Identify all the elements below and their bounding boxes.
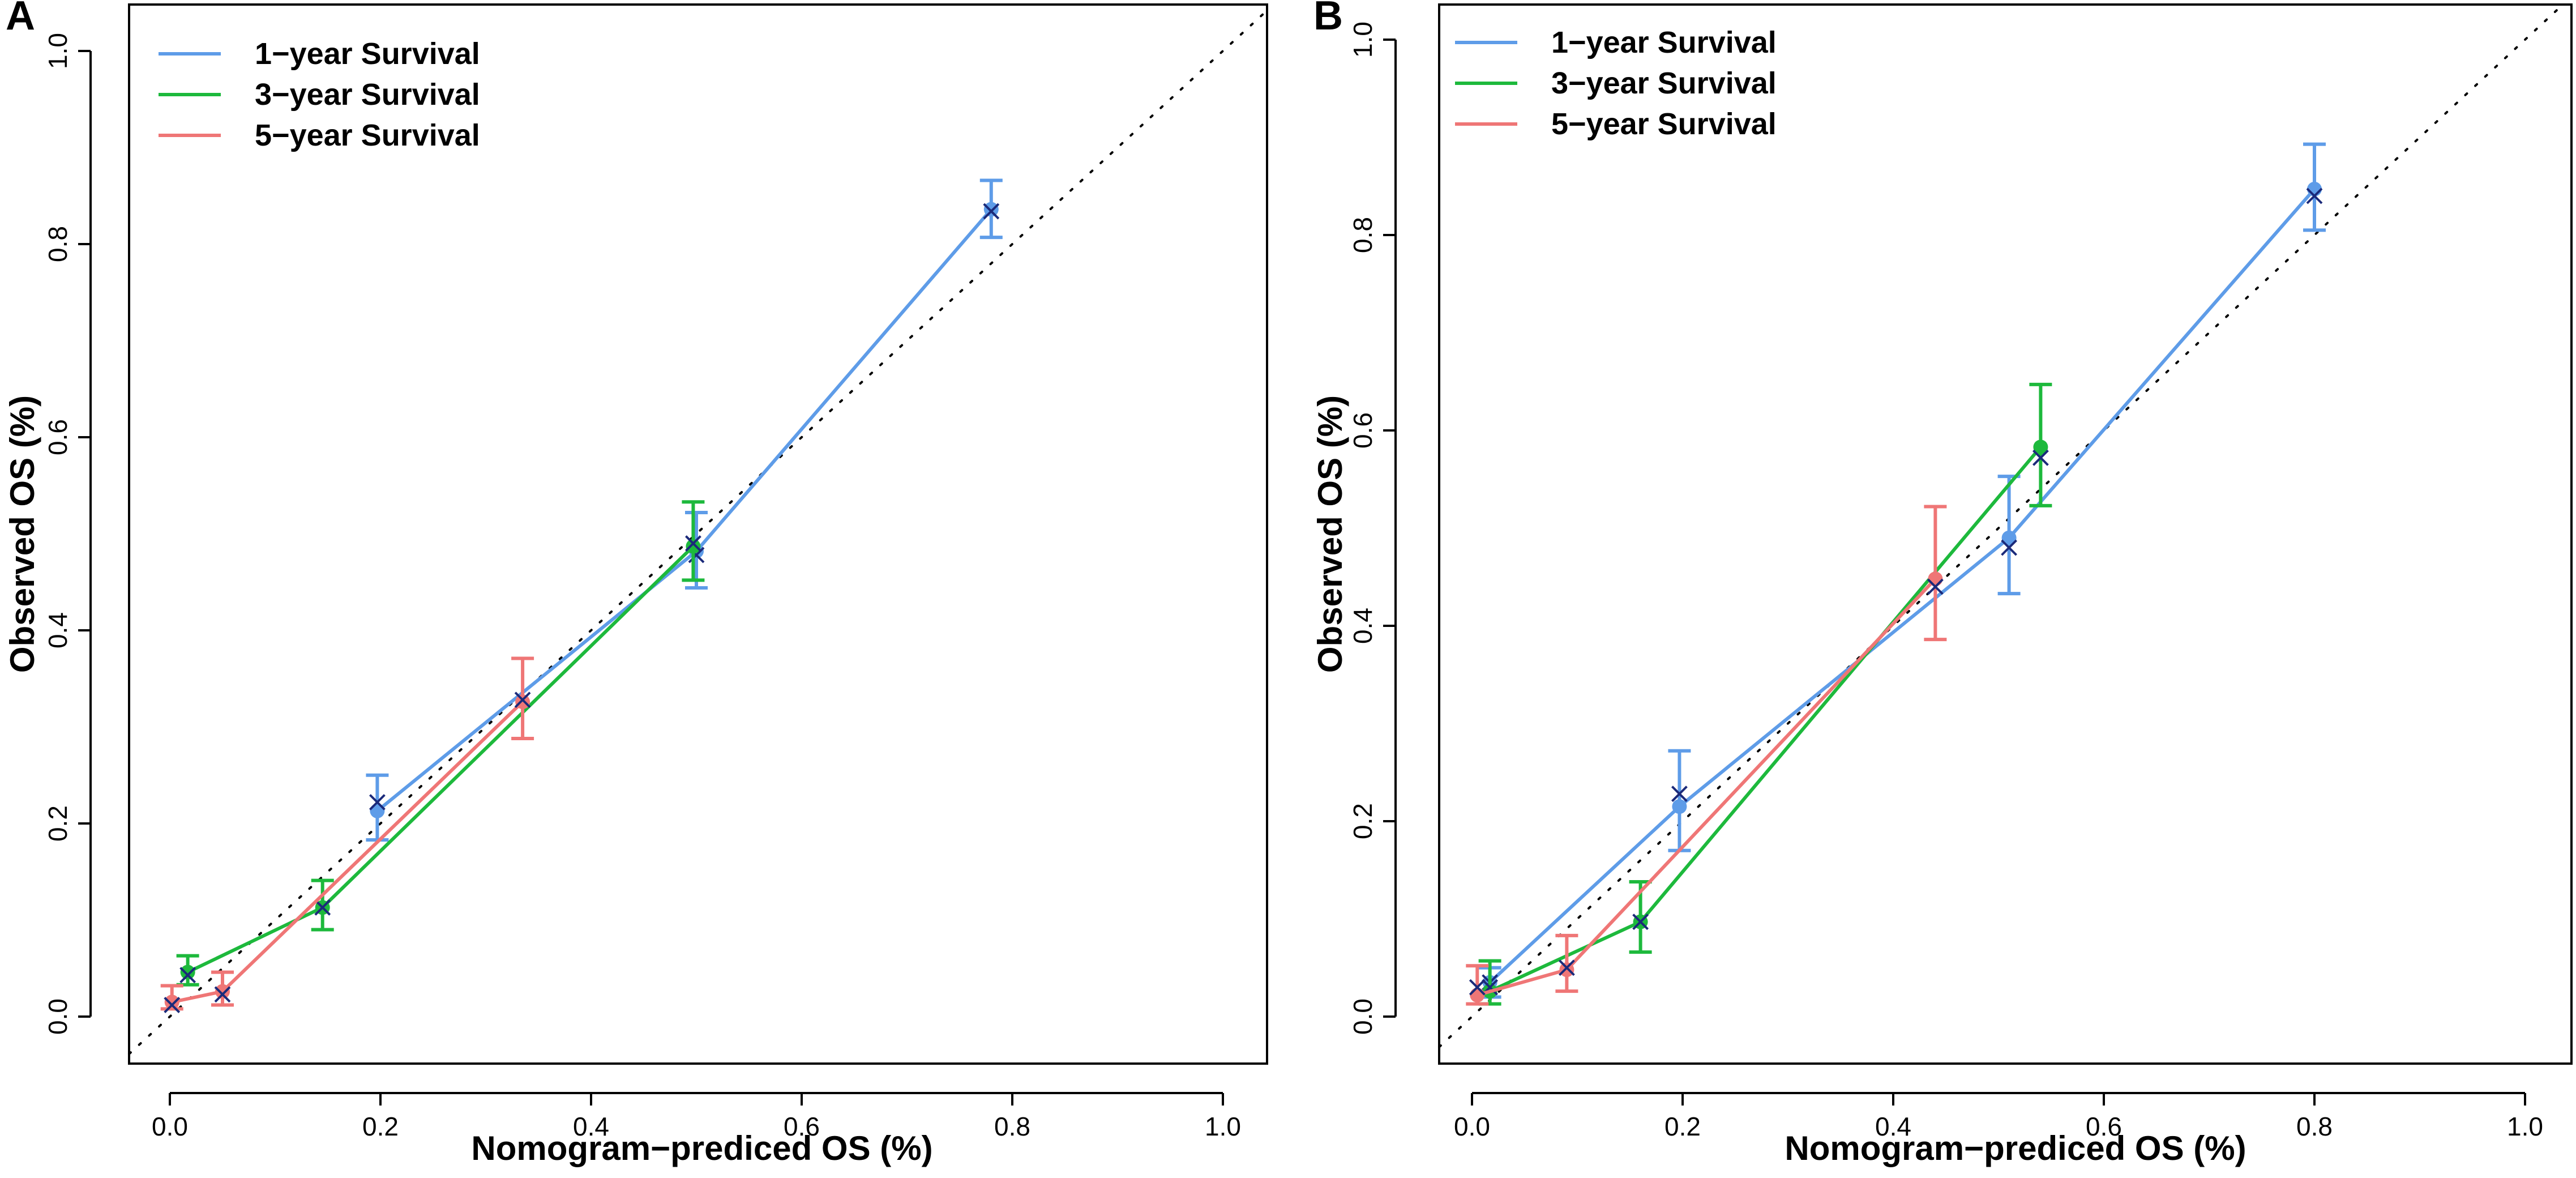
panel-b: B Nomogram−prediced OS (%) Observed OS (… [1311, 0, 2573, 1167]
legend-label: 3−year Survival [255, 78, 480, 112]
series-5-year [1466, 505, 1947, 1006]
data-point [1672, 799, 1687, 814]
data-point [983, 202, 999, 217]
y-tick-label: 1.0 [1348, 22, 1377, 58]
x-tick-label: 0.6 [2086, 1112, 2122, 1141]
cross-marker [983, 203, 1000, 220]
data-point [515, 694, 530, 710]
y-tick-label: 0.8 [43, 226, 72, 262]
cross-marker [314, 899, 331, 916]
x-tick-label: 0.6 [784, 1112, 820, 1141]
panel-a-y-axis-title: Observed OS (%) [3, 395, 41, 673]
series-line [376, 208, 993, 813]
x-tick-label: 0.0 [152, 1112, 188, 1141]
legend-item-5-year: 5−year Survival [1455, 107, 1777, 141]
y-tick-label: 0.8 [1348, 217, 1377, 253]
y-tick-label: 0.0 [43, 998, 72, 1035]
panel-a-legend: 1−year Survival 3−year Survival 5−year Sur… [159, 37, 480, 152]
panel-b-ticks: 0.0 0.2 0.4 0.6 0.8 1.0 0.0 0.2 0.4 0.6 0.8 1.0 [1348, 22, 2543, 1141]
cross-marker [2306, 187, 2323, 204]
y-tick-label: 0.6 [43, 419, 72, 455]
panel-a: A Nomogram−prediced OS (%) Observed OS (… [3, 0, 1268, 1167]
x-tick-label: 0.4 [573, 1112, 609, 1141]
panel-a-ticks: 0.0 0.2 0.4 0.6 0.8 1.0 0.0 0.2 0.4 0.6 0.8 1.0 [43, 33, 1241, 1141]
legend-item-3-year: 3−year Survival [159, 78, 480, 112]
panel-a-x-axis-title: Nomogram−prediced OS (%) [471, 1129, 932, 1167]
series-1-year [1478, 142, 2326, 999]
x-tick-label: 0.4 [1875, 1112, 1911, 1141]
cross-marker [1469, 979, 1486, 996]
y-tick-label: 0.2 [1348, 803, 1377, 839]
data-point [215, 984, 230, 999]
panel-a-series [160, 178, 1003, 1013]
legend-item-3-year: 3−year Survival [1455, 66, 1777, 100]
y-tick-label: 0.0 [1348, 998, 1377, 1035]
x-tick-label: 0.2 [1664, 1112, 1701, 1141]
data-point [686, 539, 701, 554]
x-tick-label: 0.0 [1454, 1112, 1490, 1141]
cross-marker [514, 692, 531, 708]
data-point [180, 964, 195, 980]
series-line [172, 701, 524, 1004]
legend-label: 5−year Survival [255, 118, 480, 152]
x-tick-label: 0.8 [2296, 1112, 2333, 1141]
panel-b-series [1466, 142, 2326, 1006]
legend-label: 1−year Survival [255, 37, 480, 71]
y-tick-label: 0.4 [1348, 608, 1377, 644]
panel-b-legend: 1−year Survival 3−year Survival 5−year Sur… [1455, 25, 1777, 141]
panel-a-label: A [6, 0, 35, 39]
series-3-year [1478, 382, 2052, 1006]
legend-item-1-year: 1−year Survival [159, 37, 480, 71]
series-line [1489, 446, 2042, 993]
panel-a-plot-frame [128, 3, 1268, 1065]
data-point [2001, 530, 2017, 545]
cross-marker [164, 997, 181, 1013]
data-point [1470, 988, 1485, 1003]
ideal-diagonal-line [1438, 3, 2564, 1048]
x-tick-label: 0.8 [994, 1112, 1030, 1141]
cross-marker [1558, 959, 1575, 976]
data-point [1928, 571, 1943, 587]
cross-marker [1632, 914, 1649, 931]
data-point [2307, 181, 2322, 197]
cross-marker [1671, 786, 1688, 803]
cross-marker [369, 794, 386, 810]
cross-marker [685, 535, 701, 552]
y-tick-label: 0.2 [43, 805, 72, 842]
x-tick-label: 1.0 [2507, 1112, 2543, 1141]
data-point [1559, 962, 1574, 978]
series-line [1488, 187, 2316, 984]
data-point [164, 995, 179, 1010]
series-1-year [366, 178, 1003, 842]
panel-b-reference-diagonal [1438, 3, 2564, 1048]
panel-b-label: B [1313, 0, 1343, 39]
cross-marker [1927, 578, 1944, 595]
cross-marker [179, 967, 196, 984]
y-tick-label: 1.0 [43, 33, 72, 69]
cross-marker [2032, 449, 2049, 466]
legend-label: 5−year Survival [1551, 107, 1777, 141]
legend-item-5-year: 5−year Survival [159, 118, 480, 152]
y-tick-label: 0.4 [43, 612, 72, 648]
cross-marker [214, 986, 231, 1003]
legend-item-1-year: 1−year Survival [1455, 25, 1777, 59]
panel-b-y-axis-title: Observed OS (%) [1311, 395, 1349, 673]
legend-label: 1−year Survival [1551, 25, 1777, 59]
panel-b-x-axis-title: Nomogram−prediced OS (%) [1785, 1129, 2246, 1167]
cross-marker [2001, 539, 2018, 556]
panel-b-plot-frame [1438, 3, 2573, 1065]
y-tick-label: 0.6 [1348, 412, 1377, 449]
data-point [370, 803, 385, 818]
series-3-year [176, 500, 705, 987]
legend-label: 3−year Survival [1551, 66, 1777, 100]
x-tick-label: 1.0 [1205, 1112, 1241, 1141]
x-tick-label: 0.2 [362, 1112, 399, 1141]
series-5-year [160, 656, 534, 1013]
data-point [2033, 439, 2048, 455]
